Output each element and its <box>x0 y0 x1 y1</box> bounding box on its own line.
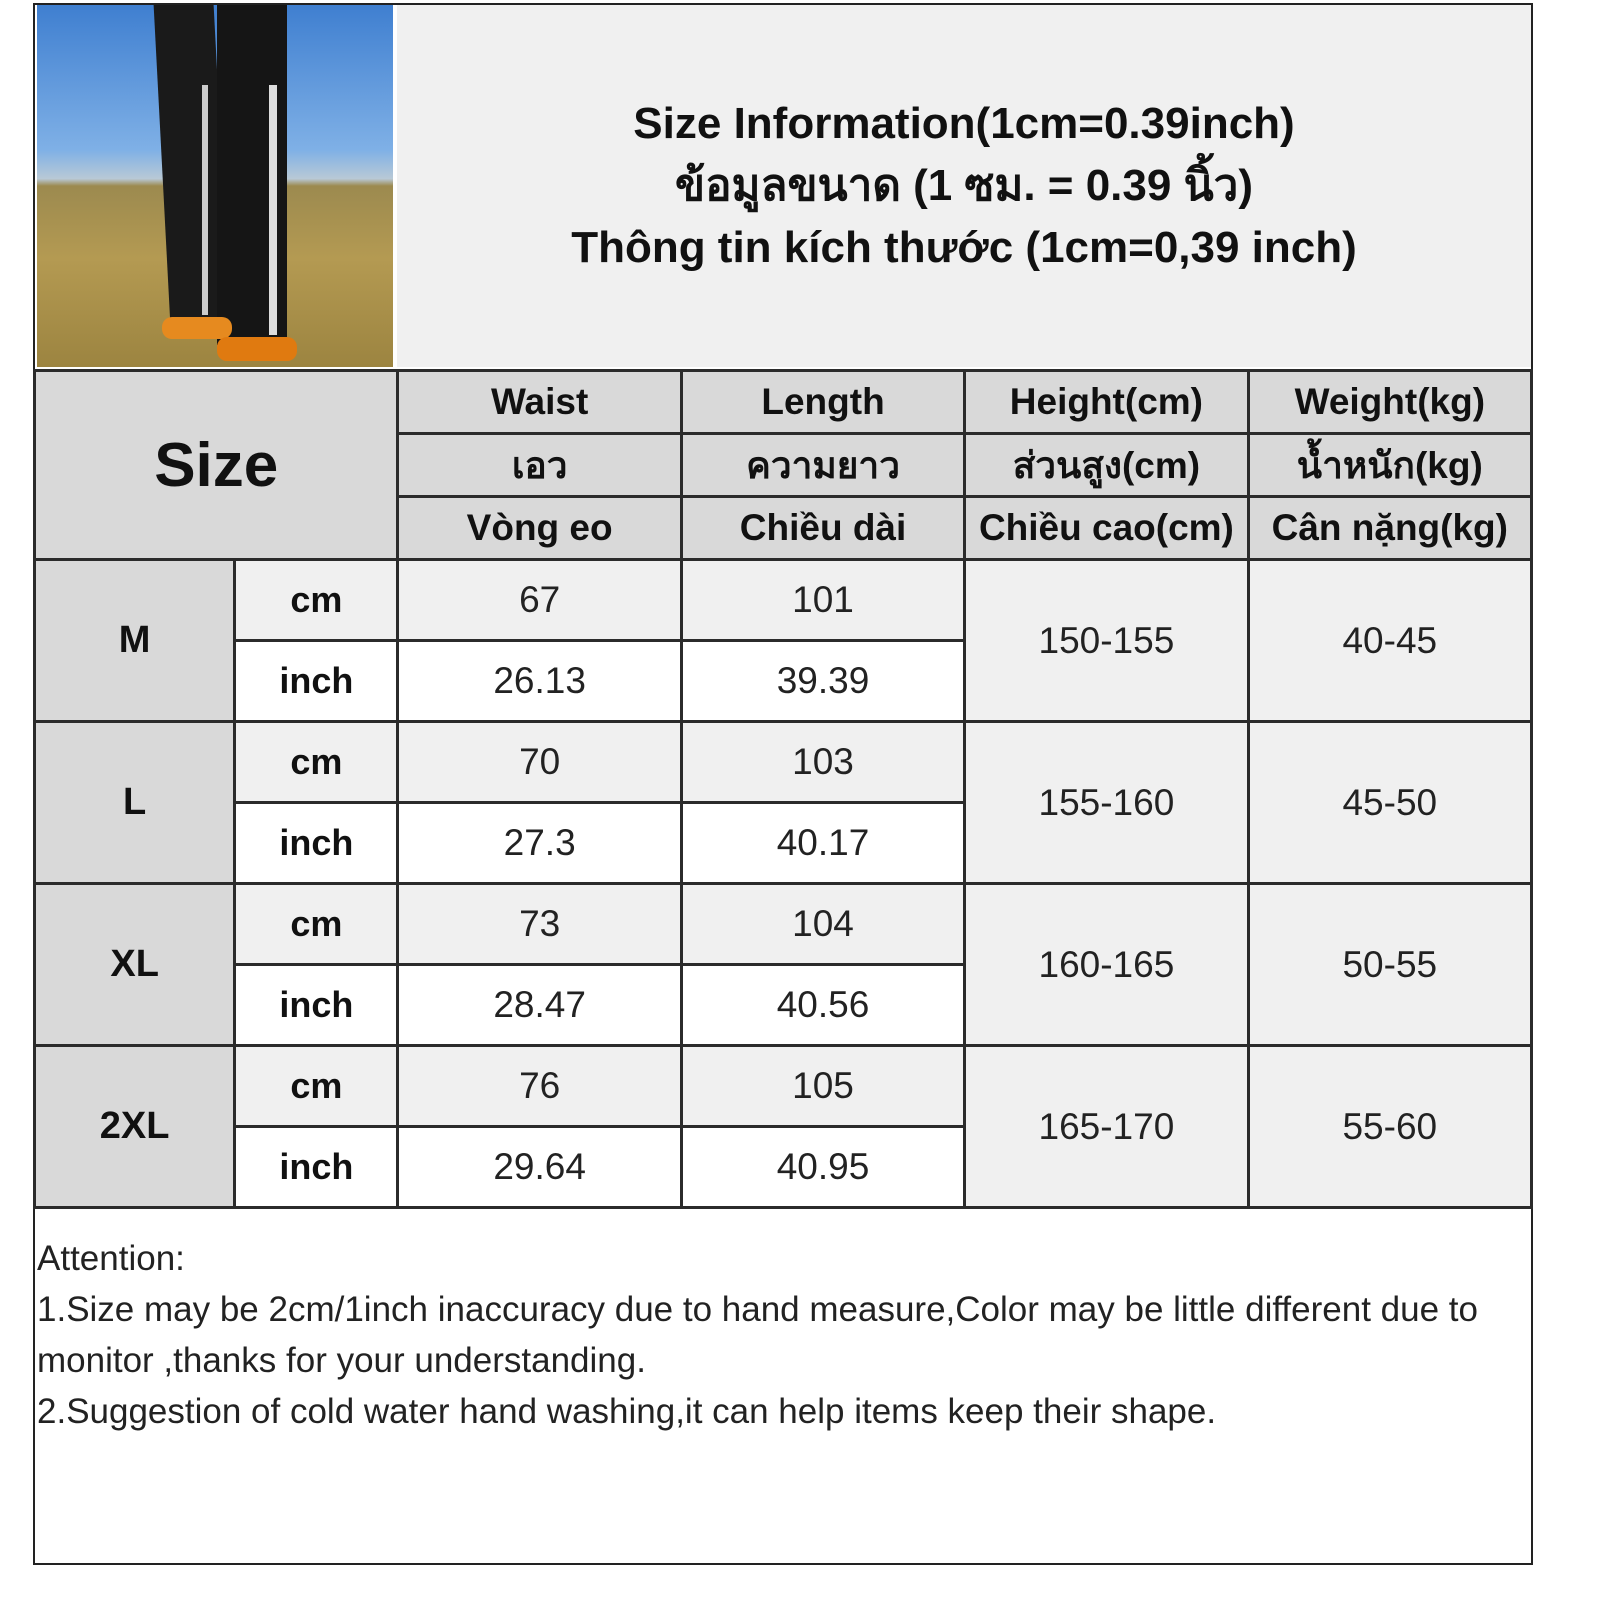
size-label: XL <box>36 885 234 1044</box>
col-header-length-en: Length <box>682 372 964 432</box>
length-cm: 104 <box>682 885 964 963</box>
size-label: 2XL <box>36 1047 234 1206</box>
table-row: inch 27.3 40.17 <box>36 804 1530 882</box>
waist-cm: 67 <box>399 561 680 639</box>
table-row: inch 28.47 40.56 <box>36 966 1530 1044</box>
length-cm: 105 <box>682 1047 964 1125</box>
unit-cm: cm <box>236 885 397 963</box>
attention-notes: Attention: 1.Size may be 2cm/1inch inacc… <box>37 1233 1527 1437</box>
unit-inch: inch <box>236 1128 397 1206</box>
size-table: Size Waist Length Height(cm) Weight(kg) … <box>33 369 1533 1209</box>
length-inch: 40.95 <box>682 1128 964 1206</box>
col-header-height-vi: Chiều cao(cm) <box>966 498 1247 558</box>
product-photo <box>37 5 393 367</box>
unit-inch: inch <box>236 804 397 882</box>
pants-stripe <box>202 85 208 315</box>
note-item: 1.Size may be 2cm/1inch inaccuracy due t… <box>37 1290 1478 1380</box>
weight-range: 55-60 <box>1249 1047 1530 1206</box>
table-row: inch 26.13 39.39 <box>36 642 1530 720</box>
table-row: inch 29.64 40.95 <box>36 1128 1530 1206</box>
col-header-waist-en: Waist <box>399 372 680 432</box>
title-vietnamese: Thông tin kích thước (1cm=0,39 inch) <box>571 223 1357 272</box>
pants-stripe <box>269 85 277 335</box>
shoe <box>217 337 297 361</box>
unit-inch: inch <box>236 966 397 1044</box>
col-header-weight-th: น้ำหนัก(kg) <box>1249 435 1530 495</box>
waist-cm: 73 <box>399 885 680 963</box>
unit-cm: cm <box>236 723 397 801</box>
title-english: Size Information(1cm=0.39inch) <box>633 99 1295 148</box>
length-inch: 39.39 <box>682 642 964 720</box>
table-row: 2XL cm 76 105 165-170 55-60 <box>36 1047 1530 1206</box>
col-header-weight-vi: Cân nặng(kg) <box>1249 498 1530 558</box>
title-thai: ข้อมูลขนาด (1 ซม. = 0.39 นิ้ว) <box>674 161 1253 210</box>
waist-inch: 26.13 <box>399 642 680 720</box>
col-header-weight-en: Weight(kg) <box>1249 372 1530 432</box>
waist-cm: 70 <box>399 723 680 801</box>
length-inch: 40.17 <box>682 804 964 882</box>
notes-heading: Attention: <box>37 1239 185 1278</box>
unit-cm: cm <box>236 1047 397 1125</box>
unit-cm: cm <box>236 561 397 639</box>
weight-range: 50-55 <box>1249 885 1530 1044</box>
length-cm: 103 <box>682 723 964 801</box>
table-row: XL cm 73 104 160-165 50-55 <box>36 885 1530 1044</box>
size-header: Size <box>36 372 397 558</box>
size-info-title: Size Information(1cm=0.39inch) ข้อมูลขนา… <box>397 5 1531 367</box>
waist-cm: 76 <box>399 1047 680 1125</box>
note-item: 2.Suggestion of cold water hand washing,… <box>37 1392 1217 1431</box>
col-header-length-vi: Chiều dài <box>682 498 964 558</box>
col-header-height-en: Height(cm) <box>966 372 1247 432</box>
col-header-height-th: ส่วนสูง(cm) <box>966 435 1247 495</box>
waist-inch: 28.47 <box>399 966 680 1044</box>
height-range: 160-165 <box>966 885 1247 1044</box>
height-range: 155-160 <box>966 723 1247 882</box>
weight-range: 45-50 <box>1249 723 1530 882</box>
col-header-length-th: ความยาว <box>682 435 964 495</box>
col-header-waist-vi: Vòng eo <box>399 498 680 558</box>
length-inch: 40.56 <box>682 966 964 1044</box>
unit-inch: inch <box>236 642 397 720</box>
height-range: 150-155 <box>966 561 1247 720</box>
waist-inch: 29.64 <box>399 1128 680 1206</box>
col-header-waist-th: เอว <box>399 435 680 495</box>
shoe <box>162 317 232 339</box>
height-range: 165-170 <box>966 1047 1247 1206</box>
size-label: M <box>36 561 234 720</box>
length-cm: 101 <box>682 561 964 639</box>
size-label: L <box>36 723 234 882</box>
weight-range: 40-45 <box>1249 561 1530 720</box>
waist-inch: 27.3 <box>399 804 680 882</box>
